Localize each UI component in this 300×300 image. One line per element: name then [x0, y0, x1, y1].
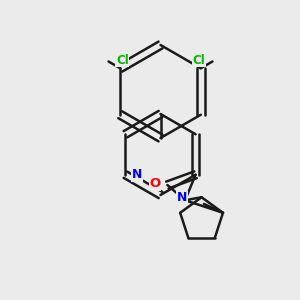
Text: Cl: Cl: [192, 53, 205, 67]
Text: N: N: [177, 191, 187, 204]
Text: N: N: [132, 168, 142, 181]
Text: O: O: [149, 177, 161, 190]
Text: Cl: Cl: [116, 53, 129, 67]
